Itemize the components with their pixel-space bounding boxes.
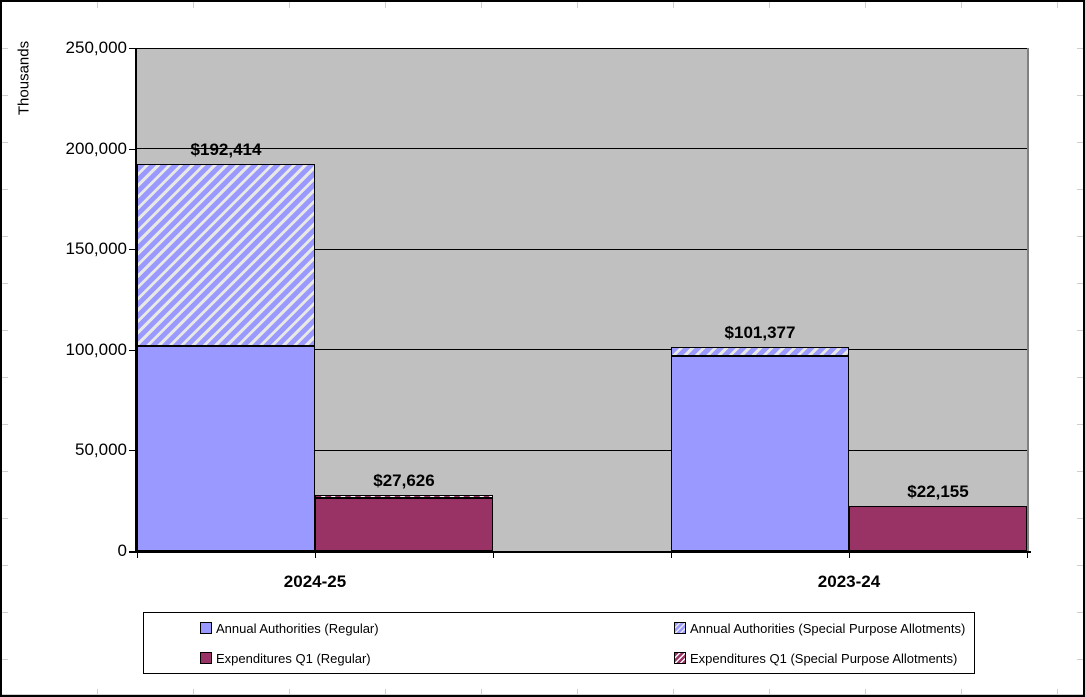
bar-2024-25-expenditures-q1-exp_regular: [315, 497, 493, 551]
y-axis-line: [135, 48, 137, 552]
legend-label-exp_spa: Expenditures Q1 (Special Purpose Allotme…: [690, 650, 958, 666]
y-axis-tick: [129, 148, 137, 150]
y-axis-tick-label: 250,000: [65, 38, 127, 57]
bar-value-label-2023-24-annual-authorities: $101,377: [724, 323, 796, 343]
x-axis-tick: [136, 551, 138, 558]
gridline-150000: [137, 248, 1027, 250]
y-axis-tick-label: 0: [117, 541, 127, 560]
spreadsheet-gridline-ticks-right: [1077, 2, 1083, 695]
y-axis-tick: [129, 48, 137, 49]
legend-swatch-aa_regular: [200, 622, 212, 634]
bar-value-label-2023-24-expenditures-q1: $22,155: [907, 482, 969, 502]
bar-2023-24-annual-authorities-aa_regular: [671, 356, 849, 551]
legend-item-exp_regular: Expenditures Q1 (Regular): [200, 651, 674, 666]
legend-label-aa_spa: Annual Authorities (Special Purpose Allo…: [690, 620, 966, 636]
bar-value-label-2024-25-expenditures-q1: $27,626: [373, 471, 435, 491]
spreadsheet-gridline-bottom: [2, 694, 1083, 695]
x-axis-tick: [670, 551, 672, 558]
x-axis-line: [129, 551, 1031, 553]
legend-label-exp_regular: Expenditures Q1 (Regular): [216, 650, 371, 666]
gridline-200000: [137, 148, 1027, 150]
x-axis-category-label: 2024-25: [283, 572, 347, 591]
bar-value-label-2024-25-annual-authorities: $192,414: [190, 139, 262, 159]
gridline-250000: [137, 47, 1027, 49]
legend: Annual Authorities (Regular) Annual Autho…: [143, 612, 975, 674]
bar-2024-25-annual-authorities-aa_spa: [137, 163, 315, 346]
y-axis-tick-label: 150,000: [65, 239, 127, 259]
legend-swatch-aa_spa: [674, 622, 686, 634]
bar-2023-24-expenditures-q1-exp_regular: [849, 506, 1027, 551]
y-axis-tick: [129, 249, 137, 251]
gridline-50000: [137, 449, 1027, 451]
x-axis-tick: [492, 551, 494, 558]
bar-2024-25-annual-authorities-aa_regular: [137, 345, 315, 551]
x-axis-tick: [1026, 551, 1028, 558]
legend-swatch-exp_spa: [674, 652, 686, 664]
y-axis-tick-label: 100,000: [65, 339, 127, 359]
plot-area: $192,414 $27,626 $101,377 $22,155: [137, 47, 1029, 551]
y-axis-tick: [129, 450, 137, 452]
legend-item-aa_spa: Annual Authorities (Special Purpose Allo…: [674, 621, 974, 636]
y-axis-tick: [129, 349, 137, 351]
x-axis-category-label: 2023-24: [817, 572, 881, 591]
x-axis-tick: [314, 551, 316, 558]
y-axis-tick: [129, 551, 137, 552]
bar-2024-25-expenditures-q1-exp_spa: [315, 495, 493, 498]
y-axis-tick-label: 200,000: [65, 138, 127, 158]
y-axis-tick-label: 50,000: [75, 440, 127, 460]
bar-2023-24-annual-authorities-aa_spa: [671, 347, 849, 357]
gridline-100000: [137, 349, 1027, 351]
legend-item-exp_spa: Expenditures Q1 (Special Purpose Allotme…: [674, 651, 974, 666]
legend-label-aa_regular: Annual Authorities (Regular): [216, 620, 379, 636]
spreadsheet-gridline-ticks-top: [2, 2, 1083, 8]
legend-item-aa_regular: Annual Authorities (Regular): [200, 621, 674, 636]
x-axis-tick: [848, 551, 850, 558]
legend-swatch-exp_regular: [200, 652, 212, 664]
